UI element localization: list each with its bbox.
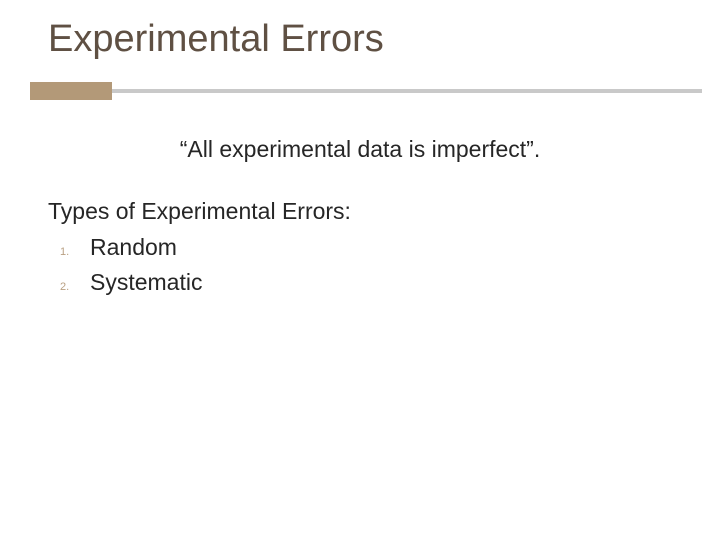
- list-label: Systematic: [90, 267, 202, 297]
- ordered-list: 1. Random 2. Systematic: [48, 232, 202, 302]
- title-rule: [0, 82, 720, 100]
- list-label: Random: [90, 232, 177, 262]
- list-item: 1. Random: [48, 232, 202, 267]
- list-heading: Types of Experimental Errors:: [48, 198, 351, 225]
- list-number: 2.: [48, 272, 90, 302]
- slide-title: Experimental Errors: [48, 18, 384, 61]
- rule-accent-block: [30, 82, 112, 100]
- quote-text: “All experimental data is imperfect”.: [0, 136, 720, 163]
- list-item: 2. Systematic: [48, 267, 202, 302]
- list-number: 1.: [48, 237, 90, 267]
- rule-line: [112, 89, 702, 93]
